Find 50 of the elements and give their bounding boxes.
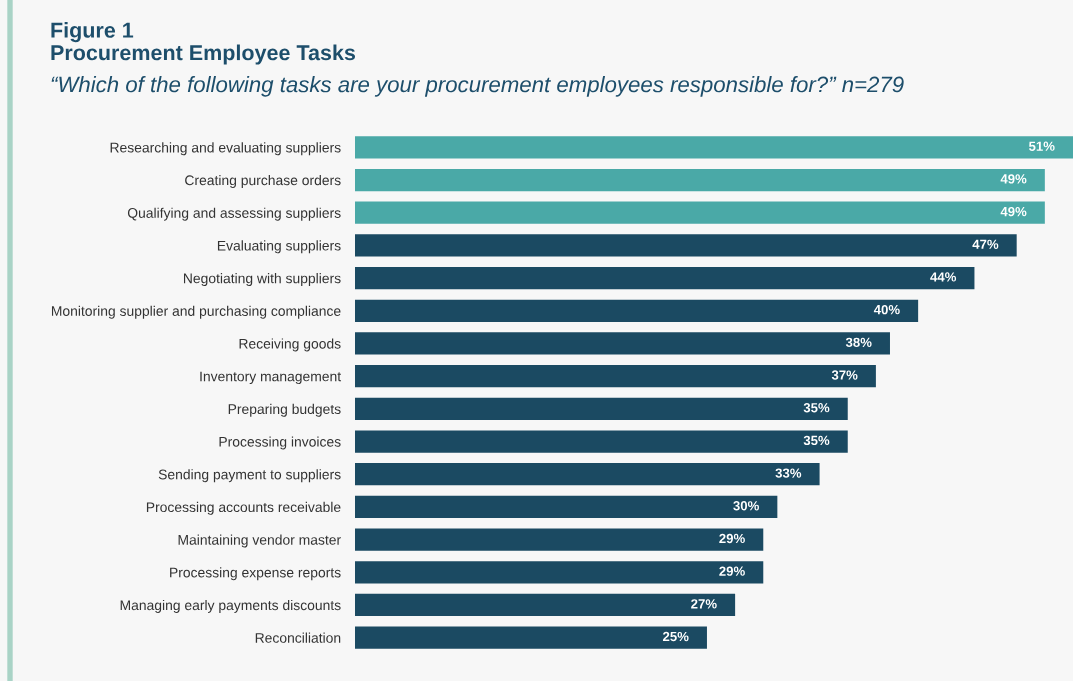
y-tick-label: Evaluating suppliers <box>217 240 341 254</box>
y-tick-label: Qualifying and assessing suppliers <box>127 207 341 221</box>
bar <box>355 561 764 584</box>
data-label: 44% <box>930 272 957 282</box>
y-tick-label: Preparing budgets <box>228 403 341 417</box>
data-label: 49% <box>1000 174 1027 184</box>
y-tick-label: Processing invoices <box>219 436 341 450</box>
bar <box>355 397 848 420</box>
bar <box>355 463 820 486</box>
y-tick-label: Creating purchase orders <box>185 175 341 188</box>
y-tick-label: Researching and evaluating suppliers <box>110 142 341 156</box>
data-label: 40% <box>873 304 900 315</box>
data-label: 37% <box>831 370 858 380</box>
y-tick-label: Managing early payments discounts <box>120 599 341 613</box>
bar <box>355 201 1045 224</box>
bar <box>355 593 736 617</box>
y-tick-label: Negotiating with suppliers <box>184 273 341 287</box>
data-label: 29% <box>719 566 745 576</box>
y-tick-label: Monitoring supplier and purchasing compliance <box>51 305 341 319</box>
y-tick-label: Receiving goods <box>239 338 341 352</box>
data-label: 35% <box>803 403 830 413</box>
bar <box>355 495 778 519</box>
data-label: 33% <box>775 468 802 478</box>
y-tick-label: Maintaining vendor master <box>178 534 341 548</box>
bar <box>355 365 876 388</box>
chart-title: Figure 1 Procurement Employee Tasks <box>51 22 356 65</box>
bar <box>355 626 707 649</box>
bar <box>355 528 764 551</box>
y-tick-label: Inventory management <box>200 371 342 385</box>
data-label: 38% <box>845 337 872 348</box>
bar <box>355 266 975 290</box>
data-label: 51% <box>1028 141 1055 151</box>
bar <box>355 332 890 355</box>
y-tick-label: Processing accounts receivable <box>146 501 341 515</box>
data-label: 30% <box>733 501 759 511</box>
bar <box>355 430 848 453</box>
bar <box>355 234 1017 257</box>
data-label: 49% <box>1000 206 1027 217</box>
y-tick-label: Sending payment to suppliers <box>158 469 341 483</box>
bar <box>355 168 1045 192</box>
bar <box>355 299 919 322</box>
data-label: 47% <box>972 239 999 249</box>
data-label: 27% <box>691 599 717 609</box>
data-label: 35% <box>803 435 830 446</box>
chart-subtitle: “Which of the following tasks are your procurement employees responsible for?” n=279 <box>51 76 904 97</box>
y-tick-label: Reconciliation <box>255 632 341 643</box>
data-label: 29% <box>719 533 745 544</box>
data-label: 25% <box>662 631 689 642</box>
bar <box>355 136 1073 159</box>
y-tick-label: Processing expense reports <box>170 567 341 581</box>
